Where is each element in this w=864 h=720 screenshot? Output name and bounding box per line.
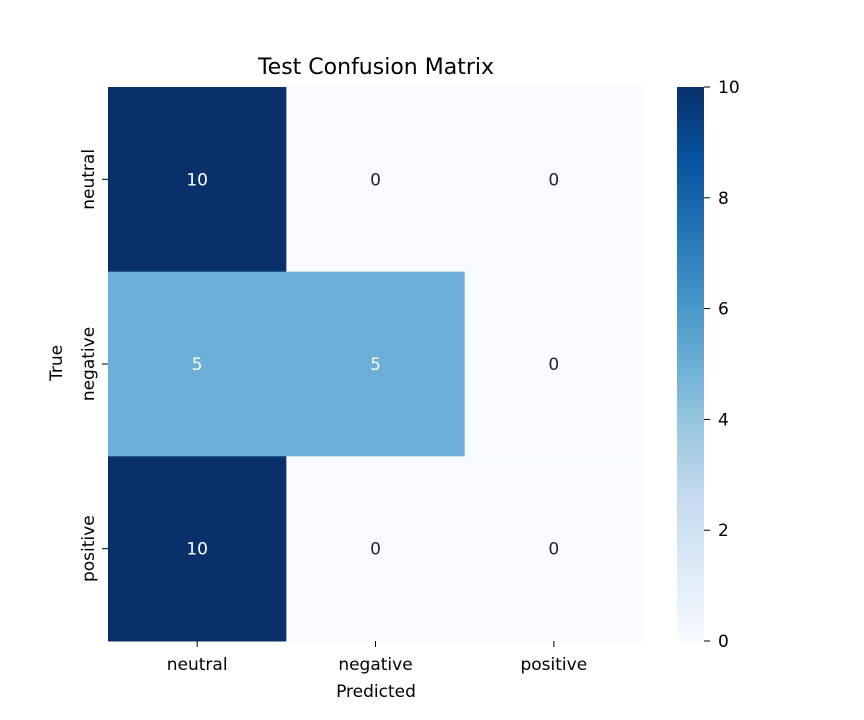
heatmap-cell-value: 0 [548,170,559,190]
heatmap-cell [464,456,644,642]
x-axis-ticks: neutral negative positive [167,641,587,675]
colorbar-tick-label: 6 [718,300,729,320]
colorbar-tick-label: 0 [718,632,729,652]
y-tick-label: positive [79,515,99,582]
colorbar-ticks: 0 2 4 6 8 10 [704,78,740,652]
heatmap-cell [108,456,287,642]
heatmap-cell-value: 10 [186,540,208,560]
heatmap-cell-labels: 10 0 0 5 5 0 10 0 0 [186,170,559,559]
heatmap-cell [286,87,466,273]
y-axis-label: True [47,345,67,382]
heatmap-cell-value: 5 [370,355,381,375]
colorbar [677,87,704,641]
heatmap-cell [464,87,644,273]
heatmap-cell [108,271,287,457]
colorbar-tick-label: 8 [718,189,729,209]
y-tick-label: neutral [79,149,99,210]
heatmap-cell [464,271,644,457]
heatmap-cell-value: 5 [192,355,203,375]
heatmap-cell [286,456,466,642]
x-tick-label: positive [520,655,587,675]
chart-title: Test Confusion Matrix [257,55,494,80]
heatmap-cell-value: 0 [548,540,559,560]
heatmap-cell-value: 0 [548,355,559,375]
colorbar-tick-label: 2 [718,521,729,541]
colorbar-tick-label: 4 [718,410,729,430]
heatmap-cell [286,271,466,457]
y-tick-label: negative [79,327,99,401]
heatmap-cell-value: 0 [370,540,381,560]
x-tick-label: negative [338,655,412,675]
colorbar-tick-label: 10 [718,78,740,98]
heatmap-cells [108,87,644,642]
heatmap-cell-value: 10 [186,170,208,190]
x-tick-label: neutral [167,655,228,675]
heatmap-cell [108,87,287,273]
y-axis-ticks: neutral negative positive [79,149,108,582]
x-axis-label: Predicted [336,682,416,702]
heatmap-cell-value: 0 [370,170,381,190]
